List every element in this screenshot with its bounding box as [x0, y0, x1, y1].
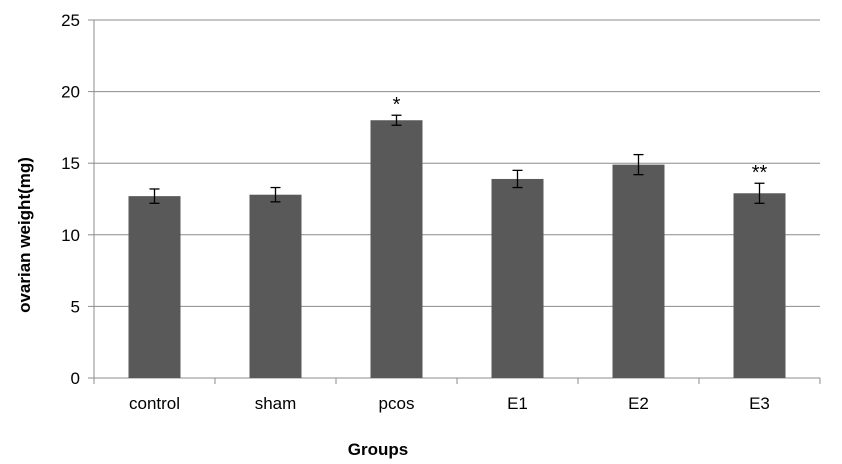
bar-e2 [612, 164, 665, 378]
bar-e3 [733, 193, 786, 378]
y-tick-label: 5 [71, 297, 80, 316]
error-bar-e1 [512, 169, 523, 189]
error-bar-pcos [391, 114, 402, 126]
bars [128, 120, 786, 379]
error-bar-control [149, 188, 160, 204]
y-axis-title: ovarian weight(mg) [15, 157, 34, 313]
y-tick-label: 20 [61, 83, 80, 102]
x-axis-title: Groups [348, 440, 408, 459]
significance-marker: * [393, 94, 401, 116]
x-tick-label: pcos [379, 394, 415, 413]
x-tick-label: E1 [507, 394, 528, 413]
significance-markers: *** [393, 94, 768, 184]
error-bar-sham [270, 186, 281, 203]
bar-sham [249, 194, 302, 378]
y-tick-label: 10 [61, 226, 80, 245]
error-bars [149, 114, 765, 204]
significance-marker: ** [752, 162, 768, 184]
error-bar-e2 [633, 153, 644, 176]
x-tick-label: sham [255, 394, 297, 413]
bar-control [128, 196, 181, 378]
y-tick-label: 15 [61, 154, 80, 173]
x-axis: control sham pcos E1 E2 E3 [93, 377, 821, 413]
bar-pcos [370, 120, 423, 379]
y-axis: 0 5 10 15 20 25 [61, 11, 95, 388]
x-tick-label: E3 [749, 394, 770, 413]
error-bar-e3 [754, 182, 765, 204]
x-tick-label: E2 [628, 394, 649, 413]
x-tick-label: control [129, 394, 180, 413]
bar-e1 [491, 178, 544, 378]
y-tick-label: 25 [61, 11, 80, 30]
y-tick-label: 0 [71, 369, 80, 388]
gridlines [94, 19, 820, 307]
